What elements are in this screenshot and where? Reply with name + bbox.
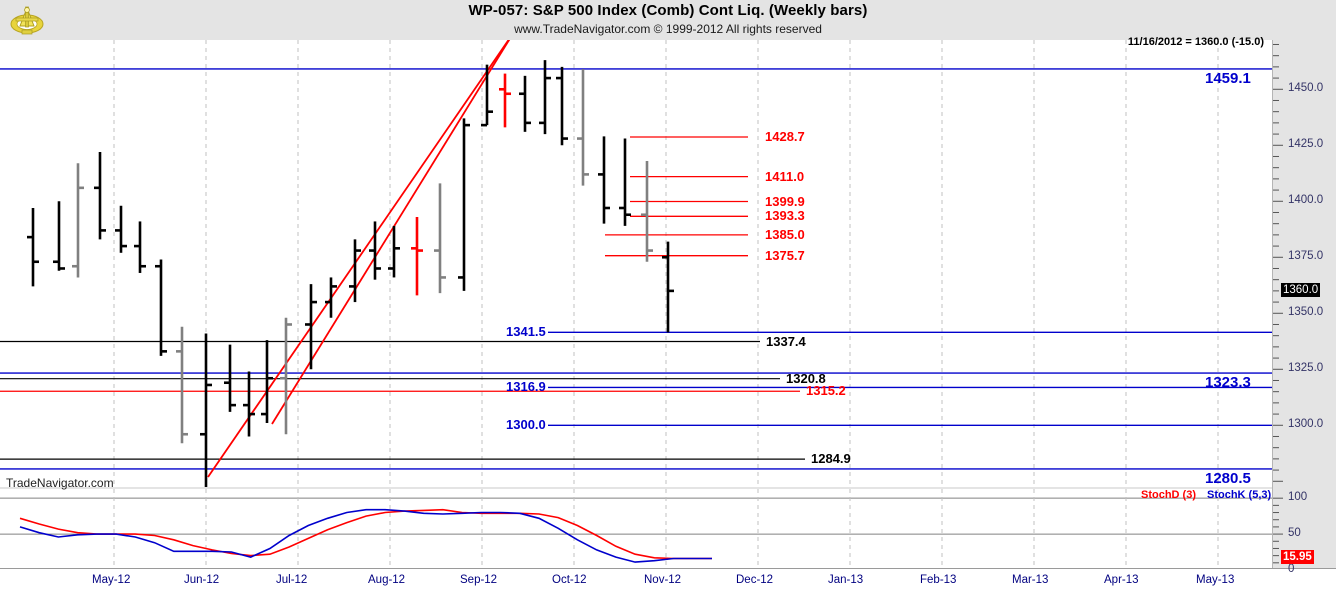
price-chart-pane[interactable] (0, 40, 1272, 489)
level-label-blue-1316.9[interactable]: 1316.9 (506, 379, 546, 395)
price-axis-label: 1350.0 (1288, 306, 1324, 319)
ohlc-bar[interactable] (499, 73, 511, 128)
level-label-black-1320.8[interactable]: 1320.8 (786, 370, 826, 386)
ohlc-bar[interactable] (539, 60, 551, 135)
level-label-red-1399.9[interactable]: 1399.9 (765, 193, 805, 209)
time-axis-label: Jan-13 (828, 574, 864, 586)
price-axis-label: 1400.0 (1288, 194, 1324, 207)
level-label-black-1284.9[interactable]: 1284.9 (811, 451, 851, 467)
level-label-red-1411.0[interactable]: 1411.0 (765, 168, 805, 184)
ohlc-bar[interactable] (577, 69, 589, 186)
ohlc-bars-group (27, 60, 674, 488)
ohlc-bar[interactable] (325, 277, 337, 318)
price-axis-label: 1450.0 (1288, 82, 1324, 95)
time-axis-label: Jul-12 (276, 574, 308, 586)
time-axis-label: May-12 (92, 574, 131, 586)
time-axis-label: Feb-13 (920, 574, 957, 586)
ohlc-bar[interactable] (305, 284, 317, 370)
time-axis-label: Mar-13 (1012, 574, 1049, 586)
ohlc-bar[interactable] (519, 75, 531, 132)
indicator-current-tag: 15.95 (1281, 549, 1314, 564)
indicator-axis-label: 0 (1288, 563, 1295, 575)
pane-separator (0, 487, 1272, 489)
ohlc-bar[interactable] (53, 201, 65, 271)
price-axis-pane[interactable] (1272, 40, 1336, 568)
ohlc-bar[interactable] (369, 221, 381, 280)
chart-subtitle: www.TradeNavigator.com © 1999-2012 All r… (514, 22, 822, 36)
sextant-logo-icon (8, 4, 46, 36)
level-label-red-1375.7[interactable]: 1375.7 (765, 247, 805, 263)
level-label-blue-1323.3[interactable]: 1323.3 (1205, 374, 1251, 392)
time-axis-label: Aug-12 (368, 574, 406, 586)
ohlc-bar[interactable] (481, 64, 493, 127)
time-axis-label: Nov-12 (644, 574, 682, 586)
price-axis-label: 1425.0 (1288, 138, 1324, 151)
time-axis-label: Apr-13 (1104, 574, 1139, 586)
ohlc-bar[interactable] (155, 259, 167, 356)
level-label-black-1337.4[interactable]: 1337.4 (766, 333, 806, 349)
price-axis-label: 1375.0 (1288, 250, 1324, 263)
level-label-red-1315.2[interactable]: 1315.2 (806, 383, 846, 399)
ohlc-bar[interactable] (27, 208, 39, 287)
header-band (0, 0, 1336, 40)
quote-readout: 11/16/2012 = 1360.0 (-15.0) (1127, 36, 1264, 48)
indicator-axis-label: 50 (1288, 527, 1301, 540)
ohlc-bar[interactable] (619, 138, 631, 226)
time-axis-label: May-13 (1196, 574, 1235, 586)
axis-ticks-svg (1273, 43, 1283, 564)
ohlc-bar[interactable] (349, 239, 361, 303)
watermark-text: TradeNavigator.com (6, 476, 114, 490)
ohlc-bar[interactable] (280, 317, 292, 435)
level-label-blue-1280.5[interactable]: 1280.5 (1205, 469, 1251, 487)
price-axis-label: 1325.0 (1288, 362, 1324, 375)
ohlc-bar[interactable] (388, 225, 400, 278)
current-price-tag: 1360.0 (1281, 282, 1321, 297)
price-axis-label: 1300.0 (1288, 418, 1324, 431)
time-axis-label: Jun-12 (184, 574, 220, 586)
indicator-series-0 (19, 508, 712, 560)
ohlc-bar[interactable] (200, 333, 212, 488)
stochastic-pane[interactable] (0, 489, 1272, 568)
time-axis-pane[interactable] (0, 568, 1336, 595)
ohlc-bar[interactable] (411, 216, 423, 296)
indicator-axis-label: 100 (1288, 491, 1308, 504)
chart-title: WP-057: S&P 500 Index (Comb) Cont Liq. (… (468, 2, 868, 19)
ohlc-bar[interactable] (176, 326, 188, 444)
ohlc-bar[interactable] (115, 205, 127, 253)
ohlc-bar[interactable] (556, 66, 568, 146)
ohlc-bar[interactable] (243, 371, 255, 437)
level-label-red-1385.0[interactable]: 1385.0 (765, 226, 805, 242)
level-label-red-1393.3[interactable]: 1393.3 (765, 208, 805, 224)
stochastic-plot-svg (0, 489, 1272, 568)
ohlc-bar[interactable] (134, 221, 146, 273)
ohlc-bar[interactable] (598, 136, 610, 224)
ohlc-bar[interactable] (224, 344, 236, 412)
price-plot-svg (0, 40, 1272, 488)
indicator-series-1 (19, 508, 712, 563)
ohlc-bar[interactable] (434, 183, 446, 294)
level-label-blue-1341.5[interactable]: 1341.5 (506, 324, 546, 340)
ohlc-bar[interactable] (94, 152, 106, 240)
level-label-blue-1459.1[interactable]: 1459.1 (1205, 69, 1251, 87)
ohlc-bar[interactable] (641, 160, 653, 262)
ohlc-bar[interactable] (72, 163, 84, 278)
trendline-1[interactable] (207, 40, 514, 478)
ohlc-bar[interactable] (261, 340, 273, 424)
legend-stochk: StochK (5,3) (1207, 489, 1272, 501)
level-label-blue-1300.0[interactable]: 1300.0 (506, 417, 546, 433)
ohlc-bar[interactable] (662, 241, 674, 333)
ohlc-bar[interactable] (458, 118, 470, 291)
time-axis-label: Sep-12 (460, 574, 498, 586)
time-axis-label: Dec-12 (736, 574, 774, 586)
level-label-red-1428.7[interactable]: 1428.7 (765, 128, 805, 144)
time-axis-label: Oct-12 (552, 574, 587, 586)
legend-stochd: StochD (3) (1141, 489, 1196, 501)
